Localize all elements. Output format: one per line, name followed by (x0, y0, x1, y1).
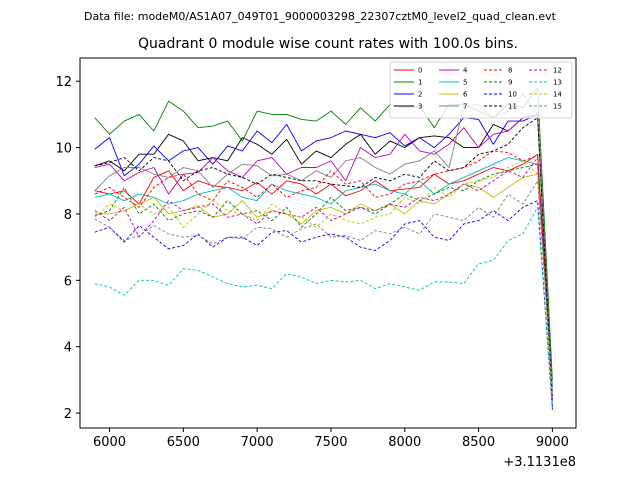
legend-label-6: 6 (463, 91, 468, 99)
x-axis-offset-label: +3.1131e8 (503, 455, 576, 470)
x-tick-label: 6500 (167, 435, 200, 450)
legend-label-3: 3 (418, 103, 422, 111)
legend-label-10: 10 (508, 91, 517, 99)
x-tick-label: 8000 (388, 435, 421, 450)
series-line-4 (94, 113, 553, 400)
y-tick-label: 2 (64, 407, 72, 422)
legend-label-14: 14 (553, 91, 562, 99)
x-tick-label: 6000 (93, 435, 126, 450)
series-line-14 (94, 160, 553, 397)
legend-label-1: 1 (418, 79, 422, 87)
series-line-0 (94, 153, 553, 387)
y-tick-label: 8 (64, 208, 72, 223)
series-line-12 (94, 157, 553, 400)
series-line-6 (94, 173, 553, 394)
legend-label-9: 9 (508, 79, 512, 87)
y-tick-label: 12 (55, 75, 72, 90)
x-tick-label: 7000 (241, 435, 274, 450)
legend-label-2: 2 (418, 91, 422, 99)
legend-label-8: 8 (508, 67, 512, 75)
series-line-5 (94, 157, 553, 397)
chart-title: Quadrant 0 module wise count rates with … (138, 36, 518, 52)
series-line-2 (94, 113, 553, 407)
legend-label-12: 12 (553, 67, 562, 75)
x-tick-label: 8500 (462, 435, 495, 450)
series-line-9 (94, 163, 553, 397)
series-line-8 (94, 150, 553, 390)
series-line-3 (94, 113, 553, 397)
series-line-15 (94, 180, 553, 387)
legend-frame (389, 61, 573, 119)
y-tick-label: 10 (55, 142, 72, 157)
x-axis: 6000 6500 7000 7500 8000 8500 9000 (93, 428, 569, 450)
series-layer (94, 87, 553, 410)
legend-label-0: 0 (418, 67, 422, 75)
series-line-11 (94, 117, 553, 400)
legend-label-13: 13 (553, 79, 562, 87)
y-tick-label: 6 (64, 274, 72, 289)
figure-suptitle: Data file: modeM0/AS1A07_049T01_90000032… (84, 10, 557, 23)
legend-label-4: 4 (463, 67, 468, 75)
x-tick-label: 9000 (536, 435, 569, 450)
y-axis: 2 4 6 8 10 12 (55, 75, 80, 422)
y-tick-label: 4 (64, 341, 72, 356)
legend-label-5: 5 (463, 79, 467, 87)
series-line-13 (94, 206, 553, 407)
legend-label-7: 7 (463, 103, 467, 111)
series-line-10 (94, 200, 553, 410)
legend-label-15: 15 (553, 103, 562, 111)
axes-frame (79, 57, 577, 429)
x-tick-label: 7500 (314, 435, 347, 450)
legend-label-11: 11 (508, 103, 517, 111)
